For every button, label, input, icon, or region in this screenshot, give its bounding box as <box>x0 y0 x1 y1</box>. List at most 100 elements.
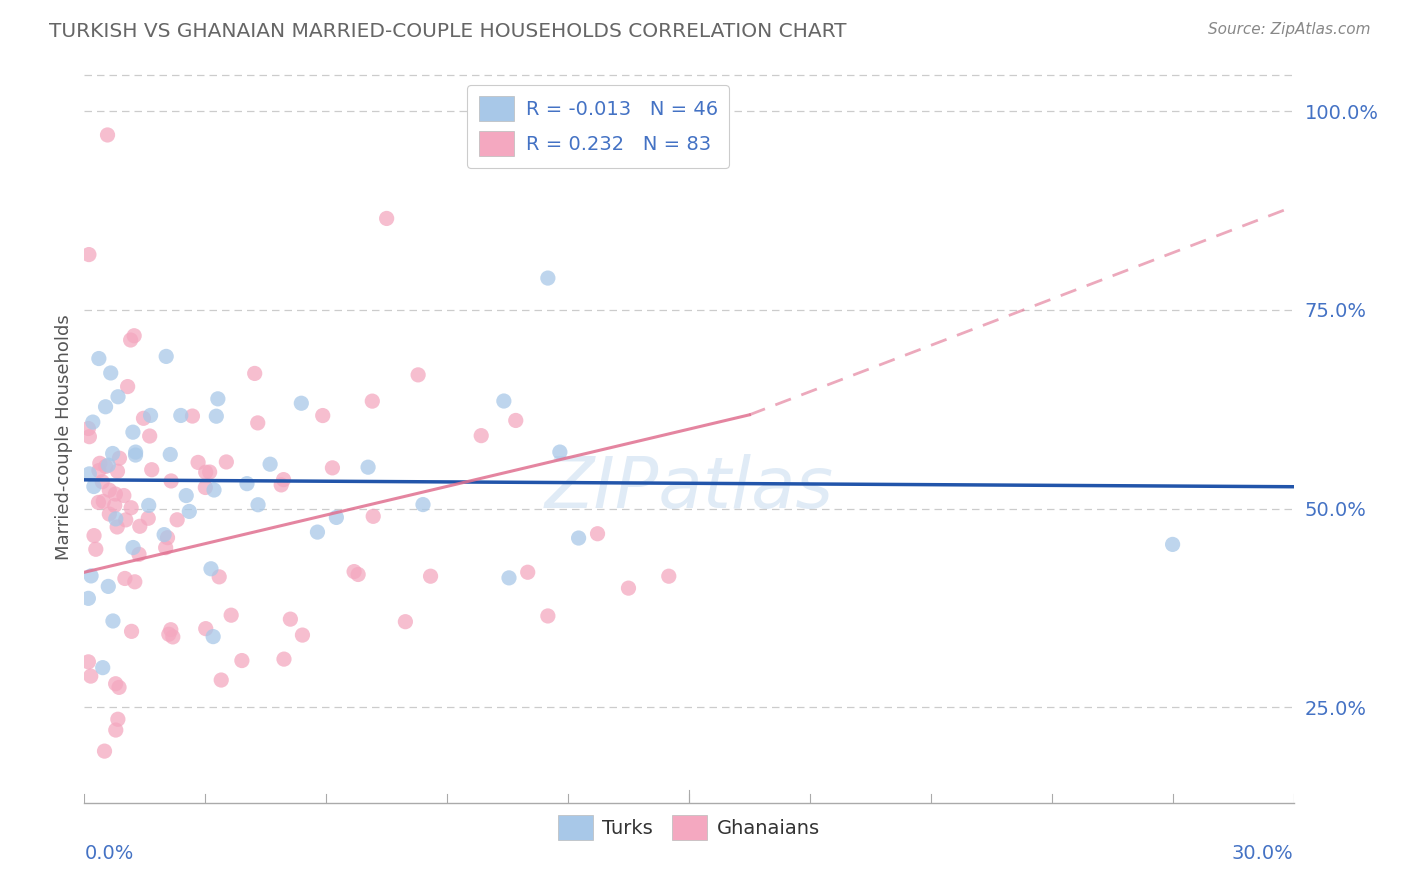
Point <box>108 681 131 695</box>
Point <box>87 464 110 478</box>
Legend: Turks, Ghanaians: Turks, Ghanaians <box>550 807 828 848</box>
Point <box>406 368 429 382</box>
Point <box>155 350 177 364</box>
Point <box>202 630 225 644</box>
Point <box>82 415 104 429</box>
Point <box>122 425 145 440</box>
Point <box>97 458 120 472</box>
Point <box>107 390 129 404</box>
Point <box>202 483 225 497</box>
Point <box>89 456 111 470</box>
Point <box>101 446 124 460</box>
Point <box>132 411 155 425</box>
Point <box>114 513 136 527</box>
Point <box>498 571 520 585</box>
Point <box>181 409 204 423</box>
Point <box>84 542 107 557</box>
Point <box>104 723 127 737</box>
Point <box>138 429 160 443</box>
Point <box>112 489 135 503</box>
Point <box>246 416 269 430</box>
Point <box>157 627 180 641</box>
Point <box>166 513 188 527</box>
Text: 0.0%: 0.0% <box>84 845 134 863</box>
Point <box>198 465 221 479</box>
Point <box>79 430 101 444</box>
Point <box>537 609 560 624</box>
Text: 30.0%: 30.0% <box>1232 845 1294 863</box>
Point <box>77 655 100 669</box>
Point <box>91 475 114 489</box>
Point <box>492 394 515 409</box>
Point <box>83 479 105 493</box>
Point <box>548 445 571 459</box>
Point <box>124 445 146 459</box>
Point <box>219 608 242 623</box>
Point <box>394 615 416 629</box>
Point <box>215 455 238 469</box>
Point <box>194 465 217 479</box>
Point <box>325 510 347 524</box>
Point <box>91 494 114 508</box>
Point <box>273 473 295 487</box>
Point <box>104 512 127 526</box>
Point <box>138 499 160 513</box>
Point <box>357 460 380 475</box>
Point <box>107 712 129 726</box>
Point <box>160 474 183 488</box>
Point <box>200 562 222 576</box>
Point <box>170 409 193 423</box>
Point <box>162 630 184 644</box>
Point <box>94 400 117 414</box>
Point <box>207 392 229 406</box>
Point <box>307 525 329 540</box>
Point <box>80 669 103 683</box>
Point <box>586 526 609 541</box>
Point <box>243 367 266 381</box>
Point <box>270 478 292 492</box>
Point <box>128 547 150 561</box>
Point <box>568 531 591 545</box>
Point <box>117 379 139 393</box>
Point <box>104 499 127 513</box>
Text: Source: ZipAtlas.com: Source: ZipAtlas.com <box>1208 22 1371 37</box>
Point <box>121 624 143 639</box>
Point <box>347 567 370 582</box>
Point <box>96 128 118 142</box>
Point <box>658 569 681 583</box>
Point <box>516 566 538 580</box>
Point <box>77 421 100 435</box>
Point <box>208 570 231 584</box>
Point <box>187 455 209 469</box>
Point <box>159 447 181 461</box>
Point <box>419 569 441 583</box>
Point <box>156 531 179 545</box>
Point <box>361 509 384 524</box>
Point <box>159 623 181 637</box>
Point <box>375 211 398 226</box>
Point <box>537 271 560 285</box>
Point <box>124 448 146 462</box>
Point <box>128 519 150 533</box>
Point <box>290 396 312 410</box>
Point <box>101 614 124 628</box>
Point <box>107 464 129 478</box>
Point <box>94 459 117 474</box>
Point <box>87 351 110 366</box>
Point <box>259 457 281 471</box>
Point <box>179 504 201 518</box>
Text: ZIPatlas: ZIPatlas <box>544 454 834 523</box>
Point <box>91 660 114 674</box>
Point <box>122 328 145 343</box>
Point <box>280 612 302 626</box>
Point <box>124 574 146 589</box>
Point <box>321 461 343 475</box>
Text: TURKISH VS GHANAIAN MARRIED-COUPLE HOUSEHOLDS CORRELATION CHART: TURKISH VS GHANAIAN MARRIED-COUPLE HOUSE… <box>49 22 846 41</box>
Point <box>174 489 197 503</box>
Point <box>87 495 110 509</box>
Point <box>93 744 115 758</box>
Point <box>412 498 434 512</box>
Point <box>120 333 142 347</box>
Point <box>104 677 127 691</box>
Point <box>236 476 259 491</box>
